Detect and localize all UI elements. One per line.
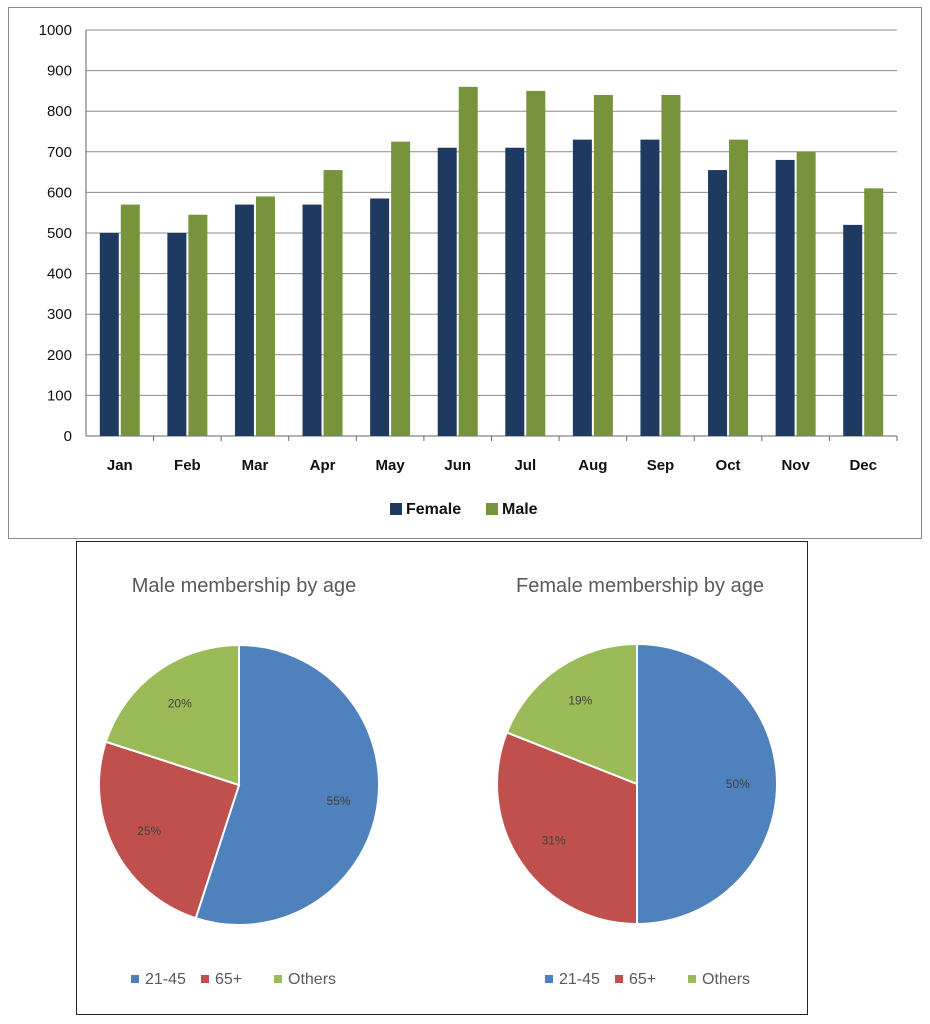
bar-female-mar — [234, 204, 254, 436]
x-tick-label: Feb — [174, 457, 201, 474]
bar-male-dec — [864, 188, 884, 436]
x-tick-label: Nov — [781, 457, 810, 474]
pie-title: Male membership by age — [132, 575, 357, 597]
bar-female-jul — [505, 147, 525, 437]
pie-slice-65plus — [98, 740, 241, 920]
legend-label: 21-45 — [559, 971, 600, 988]
y-tick-label: 400 — [47, 266, 72, 283]
pie-slice-21-45 — [636, 642, 778, 926]
pie-charts-panel: Male membership by age 55% 25% 20% 21-45 65+ O… — [76, 541, 808, 1015]
y-tick-label: 700 — [47, 144, 72, 161]
bar-female-apr — [302, 204, 322, 436]
bar-female-jan — [99, 233, 119, 436]
x-tick-label: Jun — [444, 457, 471, 474]
y-tick-label: 500 — [47, 225, 72, 242]
y-tick-label: 800 — [47, 103, 72, 120]
bar-male-may — [391, 141, 411, 436]
pie-value-label: 31% — [542, 834, 566, 848]
bar-male-jun — [458, 86, 478, 436]
x-tick-label: Mar — [242, 457, 269, 474]
pie-value-label: 25% — [137, 824, 161, 838]
x-tick-label: Sep — [647, 457, 675, 474]
bar-female-sep — [640, 139, 660, 436]
pie-value-label: 19% — [568, 694, 592, 708]
y-tick-label: 600 — [47, 184, 72, 201]
pie-value-label: 20% — [168, 696, 192, 710]
bar-female-may — [370, 198, 390, 436]
y-tick-label: 100 — [47, 387, 72, 404]
pie-title: Female membership by age — [516, 575, 764, 597]
x-tick-label: Dec — [849, 457, 877, 474]
bar-male-feb — [188, 214, 208, 436]
bar-male-jul — [526, 90, 546, 437]
legend-label-male: Male — [502, 501, 538, 518]
pie-slice-others — [104, 643, 240, 787]
legend-swatch — [545, 975, 553, 983]
bar-male-apr — [323, 170, 343, 436]
y-tick-label: 0 — [64, 428, 72, 445]
legend-label: 65+ — [215, 971, 242, 988]
legend-label-female: Female — [406, 501, 461, 518]
bar-male-sep — [661, 94, 681, 437]
legend-swatch — [131, 975, 139, 983]
bar-chart-panel: 0 100 200 300 400 500 600 700 800 900 1000 Jan Feb Ma… — [8, 7, 922, 539]
legend-swatch-male — [486, 503, 498, 515]
legend-swatch — [201, 975, 209, 983]
bar-female-nov — [775, 159, 795, 437]
legend-label: 21-45 — [145, 971, 186, 988]
x-tick-label: Oct — [716, 457, 741, 474]
bar-male-mar — [255, 196, 275, 436]
pie-legend: 21-45 65+ Others — [545, 971, 750, 988]
bar-male-oct — [729, 139, 749, 436]
y-tick-label: 300 — [47, 306, 72, 323]
y-tick-label: 200 — [47, 347, 72, 364]
legend-label: Others — [702, 971, 750, 988]
bar-male-nov — [796, 151, 816, 437]
pie-chart-male: Male membership by age 55% 25% 20% 21-45 65+ O… — [98, 575, 380, 988]
bar-female-feb — [167, 233, 187, 436]
legend-swatch — [615, 975, 623, 983]
pie-slice-21-45 — [194, 643, 380, 926]
bar-legend: Female Male — [390, 501, 538, 518]
x-tick-label: Aug — [578, 457, 607, 474]
pie-value-label: 50% — [726, 777, 750, 791]
pie-slice-65plus — [496, 731, 638, 926]
x-tick-label: Apr — [310, 457, 336, 474]
pie-charts: Male membership by age 55% 25% 20% 21-45 65+ O… — [98, 575, 778, 988]
bar-female-aug — [572, 139, 592, 436]
legend-label: 65+ — [629, 971, 656, 988]
y-tick-label: 900 — [47, 63, 72, 80]
legend-swatch-female — [390, 503, 402, 515]
bar-chart: 0 100 200 300 400 500 600 700 800 900 1000 Jan Feb Ma… — [39, 22, 898, 518]
bar-female-oct — [708, 170, 728, 436]
legend-label: Others — [288, 971, 336, 988]
legend-swatch — [688, 975, 696, 983]
bar-female-jun — [437, 147, 457, 437]
pie-value-label: 55% — [327, 794, 351, 808]
pie-slice-others — [505, 642, 638, 786]
bar-male-aug — [593, 94, 613, 437]
legend-swatch — [274, 975, 282, 983]
bar-female-dec — [843, 224, 863, 436]
x-tick-label: Jul — [514, 457, 536, 474]
pie-legend: 21-45 65+ Others — [131, 971, 336, 988]
x-tick-label: Jan — [107, 457, 133, 474]
y-tick-label: 1000 — [39, 22, 72, 39]
pie-chart-female: Female membership by age 50% 31% 19% 21-45 65… — [496, 575, 778, 988]
x-tick-label: May — [376, 457, 406, 474]
bar-male-jan — [120, 204, 140, 436]
